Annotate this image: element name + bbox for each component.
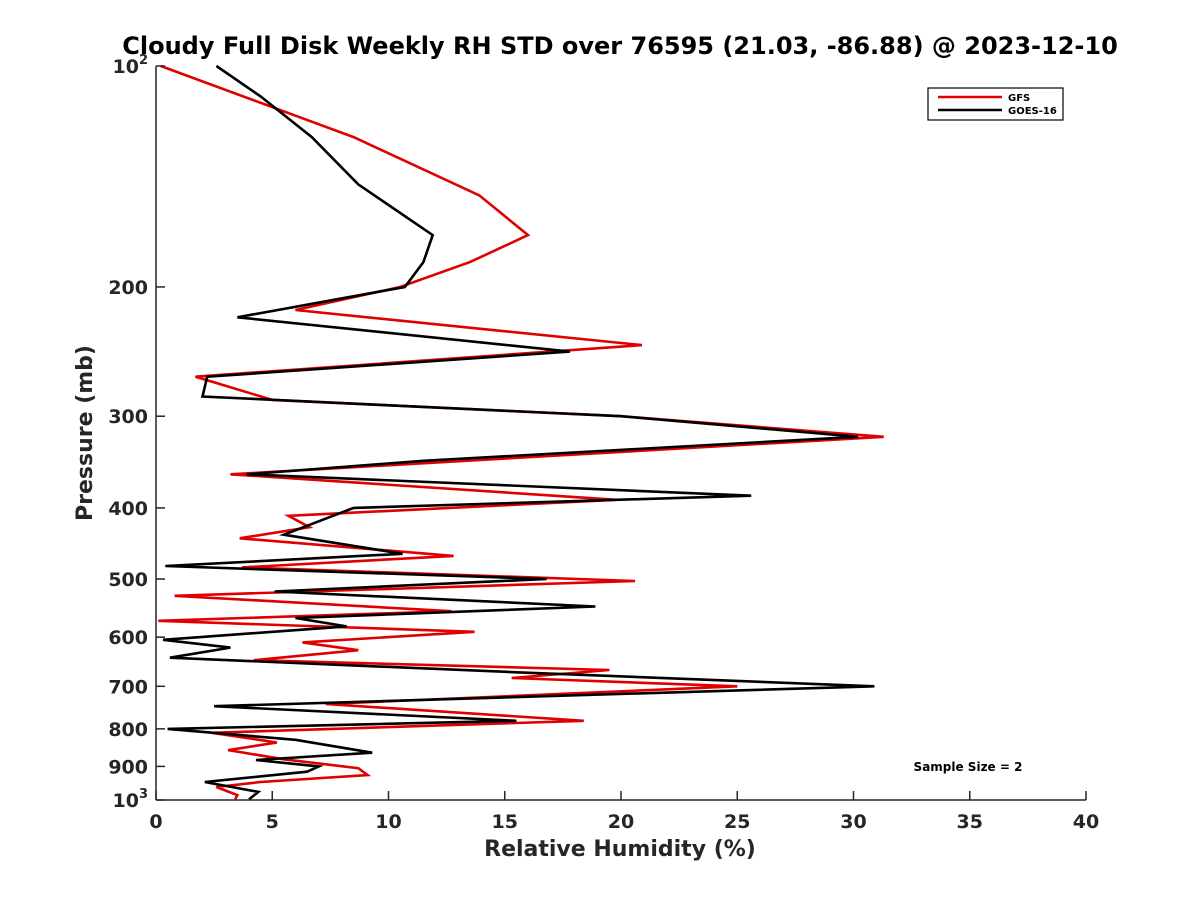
y-tick-label: 500 xyxy=(108,569,148,591)
y-tick-label: 600 xyxy=(108,627,148,649)
plot-area: 0 5 10 15 20 25 30 35 40 102 200 300 400 500 600 700 800… xyxy=(108,53,1099,833)
x-tick-label: 35 xyxy=(957,811,983,833)
y-tick-label: 900 xyxy=(108,756,148,778)
x-tick-label: 0 xyxy=(149,811,162,833)
x-axis-label: Relative Humidity (%) xyxy=(484,837,756,862)
y-tick-label: 700 xyxy=(108,676,148,698)
sample-size-annotation: Sample Size = 2 xyxy=(914,760,1023,774)
legend: GFS GOES-16 xyxy=(927,87,1064,121)
axes-layer: 0 5 10 15 20 25 30 35 40 102 200 300 400 500 600 700 800… xyxy=(108,53,1099,833)
x-tick-label: 40 xyxy=(1073,811,1099,833)
legend-label-gfs: GFS xyxy=(1008,93,1030,104)
series-line-gfs xyxy=(158,64,884,801)
y-tick-label: 200 xyxy=(108,277,148,299)
y-axis-label: Pressure (mb) xyxy=(73,345,98,521)
x-tick-label: 25 xyxy=(724,811,750,833)
x-tick-label: 15 xyxy=(492,811,518,833)
x-tick-label: 10 xyxy=(375,811,401,833)
x-tick-label: 30 xyxy=(840,811,866,833)
y-tick-label: 102 xyxy=(113,53,149,78)
legend-label-goes16: GOES-16 xyxy=(1008,106,1057,117)
chart-title: Cloudy Full Disk Weekly RH STD over 7659… xyxy=(122,32,1118,60)
y-tick-label: 300 xyxy=(108,406,148,428)
legend-box xyxy=(927,87,1064,121)
x-tick-label: 20 xyxy=(608,811,634,833)
y-tick-label: 400 xyxy=(108,498,148,520)
x-tick-label: 5 xyxy=(266,811,279,833)
y-tick-label: 800 xyxy=(108,719,148,741)
series-layer xyxy=(158,64,884,801)
plot-background xyxy=(156,66,1086,800)
y-tick-label: 103 xyxy=(113,787,149,812)
series-line-goes16 xyxy=(162,64,875,801)
